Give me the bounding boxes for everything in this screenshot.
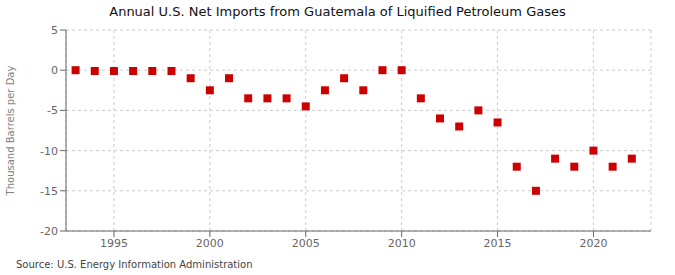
svg-text:2015: 2015 xyxy=(484,237,512,250)
html-text:Source: U.S. Energy Informatio: Source: U.S. Energy Information Administ… xyxy=(16,259,253,270)
svg-text:1995: 1995 xyxy=(100,237,128,250)
svg-text:-20: -20 xyxy=(40,225,58,238)
svg-text:2010: 2010 xyxy=(388,237,416,250)
svg-text:-10: -10 xyxy=(40,145,58,158)
svg-text:2000: 2000 xyxy=(196,237,224,250)
svg-text:5: 5 xyxy=(51,24,58,37)
html-text:Annual U.S. Net Imports from G: Annual U.S. Net Imports from Guatemala o… xyxy=(109,4,566,19)
svg-text:-15: -15 xyxy=(40,185,58,198)
svg-text:0: 0 xyxy=(51,64,58,77)
svg-text:2020: 2020 xyxy=(579,237,607,250)
svg-text:Thousand Barrels per Day: Thousand Barrels per Day xyxy=(8,66,16,197)
svg-text:2005: 2005 xyxy=(292,237,320,250)
svg-text:-5: -5 xyxy=(47,104,58,117)
